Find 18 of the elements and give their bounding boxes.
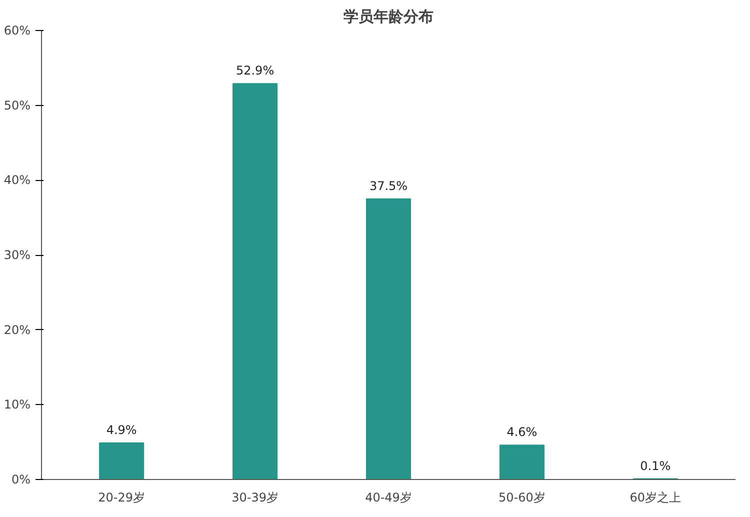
x-tick-label: 50-60岁 [498,490,546,504]
x-tick-label: 40-49岁 [365,490,412,504]
x-tick-label: 20-29岁 [98,490,146,504]
y-tick-label: 20% [4,322,30,337]
chart-title: 学员年龄分布 [344,8,434,26]
data-label: 52.9% [236,64,274,78]
y-tick-label: 60% [4,24,30,38]
y-tick-label: 0% [11,472,31,486]
y-tick-label: 30% [4,248,30,262]
data-label: 0.1% [640,458,671,473]
y-tick-label: 40% [4,173,30,188]
data-label: 37.5% [369,178,408,193]
x-tick-label: 60岁之上 [630,490,682,504]
data-label: 4.6% [506,425,538,440]
data-label: 4.9% [106,422,137,437]
y-tick-label: 50% [4,98,30,112]
x-tick-label: 30-39岁 [232,490,278,504]
y-tick-label: 10% [4,398,30,412]
